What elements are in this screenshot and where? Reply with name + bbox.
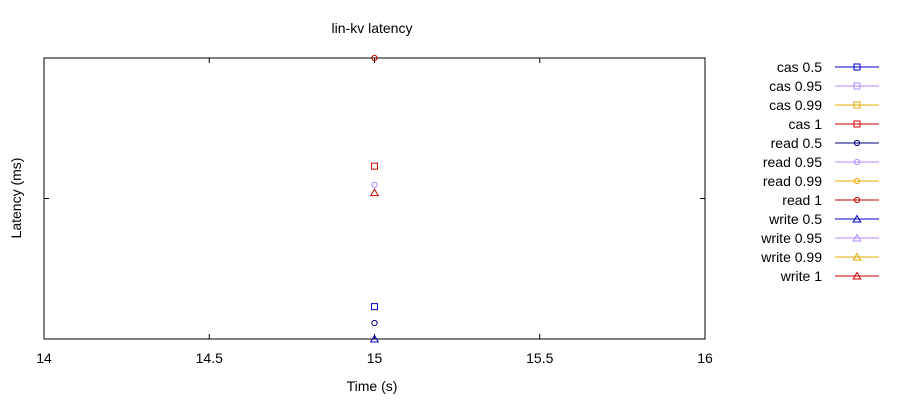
legend-marker [853, 139, 861, 147]
legend-label: write 0.5 [768, 211, 822, 227]
legend-label: write 0.99 [760, 249, 822, 265]
legend-label: cas 0.5 [777, 59, 822, 75]
legend-label: cas 0.95 [769, 78, 822, 94]
data-point [369, 334, 380, 343]
legend-marker [853, 158, 861, 166]
data-point [369, 188, 380, 197]
legend-marker [852, 252, 862, 261]
legend: cas 0.5 cas 0.95 cas 0.99 cas 1 read 0.5 read… [760, 59, 879, 284]
y-axis-label: Latency (ms) [8, 158, 24, 239]
legend-label: write 0.95 [760, 230, 822, 246]
x-axis-label: Time (s) [347, 378, 398, 394]
plot-area-frame [43, 57, 706, 340]
legend-marker [853, 196, 861, 204]
legend-label: cas 1 [789, 116, 823, 132]
legend-label: read 0.95 [763, 154, 822, 170]
data-point [371, 181, 378, 188]
legend-label: write 1 [780, 268, 822, 284]
x-tick-label: 15.5 [526, 350, 553, 366]
x-tick-label: 16 [697, 350, 713, 366]
chart-title: lin-kv latency [332, 20, 413, 36]
legend-marker [852, 233, 862, 242]
x-tick-label: 15 [367, 350, 383, 366]
axis-ticks: 14 14.5 15 15.5 16 [36, 58, 713, 366]
data-points [369, 54, 380, 343]
legend-label: read 1 [782, 192, 822, 208]
legend-label: read 0.99 [763, 173, 822, 189]
legend-marker [853, 101, 861, 109]
x-tick-label: 14 [36, 350, 52, 366]
legend-label: read 0.5 [771, 135, 823, 151]
legend-marker [853, 63, 861, 71]
data-point [371, 162, 378, 170]
legend-marker [852, 214, 862, 223]
legend-marker [853, 120, 861, 128]
legend-marker [852, 271, 862, 280]
legend-marker [853, 82, 861, 90]
data-point [371, 319, 378, 327]
data-point [371, 303, 378, 311]
x-tick-label: 14.5 [196, 350, 223, 366]
legend-label: cas 0.99 [769, 97, 822, 113]
data-point [371, 54, 378, 62]
legend-marker [853, 177, 861, 185]
